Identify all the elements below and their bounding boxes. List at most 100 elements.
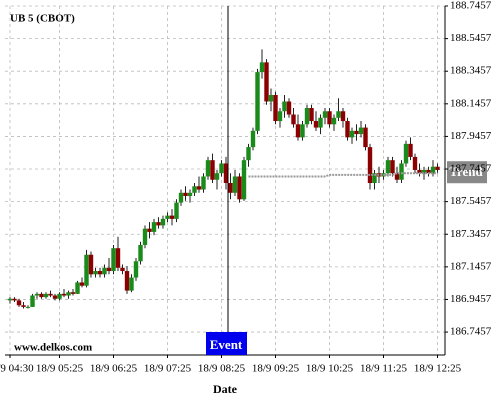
candle-body [79, 282, 85, 286]
chart-title: UB 5 (CBOT) [10, 13, 75, 25]
candle-body [187, 192, 193, 197]
candle-body [412, 156, 418, 170]
candle-body [84, 254, 89, 286]
candle-body [97, 271, 103, 275]
y-tick-label: 187.1457 [450, 260, 492, 272]
candle-body [111, 248, 116, 272]
y-tick-label: 186.7457 [450, 326, 492, 338]
candle-body [174, 202, 179, 219]
candle-body [192, 186, 197, 193]
candle-body [52, 295, 58, 299]
candle-body [354, 130, 359, 135]
candle-body [75, 282, 80, 294]
y-tick-label: 188.7457 [450, 0, 492, 12]
candle-body [43, 293, 49, 298]
watermark: www.delkos.com [14, 342, 92, 354]
candle-body [286, 101, 292, 115]
candle-body [340, 111, 346, 122]
candle-body [120, 267, 125, 272]
candle-body [48, 293, 53, 296]
candle-body [151, 222, 157, 232]
candle-body [214, 173, 220, 180]
candle-body [250, 130, 256, 148]
candle-body [115, 248, 121, 268]
event-label: Event [210, 337, 243, 352]
candle-body [349, 130, 355, 138]
candle-body [61, 293, 67, 296]
candle-body [336, 111, 341, 118]
candle-body [160, 218, 166, 226]
candle-body [372, 173, 377, 184]
trend-line [248, 172, 438, 178]
candle-body [124, 271, 130, 291]
candle-body [264, 62, 269, 102]
candle-body [201, 176, 206, 190]
candle-body [345, 121, 350, 138]
candle-body [363, 127, 368, 148]
candle-body [142, 228, 148, 245]
candle-body [165, 215, 170, 219]
candle-body [390, 160, 395, 174]
y-tick-label: 188.1457 [450, 97, 492, 109]
candle-body [385, 160, 391, 174]
candle-body [196, 186, 202, 190]
candle-body [129, 277, 134, 291]
candle-body [430, 166, 436, 174]
candle-body [102, 267, 107, 275]
candle-body [282, 101, 287, 112]
candle-body [21, 305, 26, 307]
candle-body [300, 124, 305, 138]
candle-body [57, 293, 62, 299]
candle-body [147, 228, 152, 232]
candle-body [183, 192, 188, 197]
candle-body [70, 292, 76, 294]
x-tick-label: 18/9 11:25 [360, 363, 407, 375]
candle-body [106, 267, 112, 272]
candle-body [435, 166, 440, 170]
x-tick-label: 18/9 12:25 [414, 363, 462, 375]
x-tick-label: 18/9 06:25 [90, 363, 138, 375]
candle-body [25, 306, 31, 308]
y-tick-label: 188.5457 [450, 32, 492, 44]
x-tick-label: 18/9 09:25 [252, 363, 300, 375]
y-tick-label: 187.5457 [450, 195, 492, 207]
x-tick-label: 18/9 07:25 [144, 363, 192, 375]
candle-body [331, 117, 337, 125]
candle-body [421, 169, 427, 174]
overlay: Trend [447, 161, 487, 184]
candle-body [205, 160, 211, 177]
candle-body [255, 72, 260, 131]
event-box [206, 332, 247, 355]
marks [7, 49, 440, 309]
candle-body [403, 143, 409, 164]
x-axis-title: Date [213, 382, 238, 396]
candle-body [12, 298, 17, 301]
x-tick-label: 18/9 10:25 [306, 363, 354, 375]
candle-body [309, 108, 314, 122]
candle-body [30, 295, 35, 307]
candle-body [156, 222, 161, 226]
candle-body [93, 271, 98, 275]
candle-body [241, 160, 247, 200]
x-tick-label: 18/9 08:25 [198, 363, 246, 375]
candle-body [277, 111, 283, 122]
y-tick-label: 187.9457 [450, 130, 492, 142]
candle-body [367, 147, 373, 184]
candle-body [327, 111, 332, 125]
y-tick-label: 188.3457 [450, 65, 492, 77]
candle-body [210, 160, 215, 180]
candle-body [7, 298, 13, 301]
candle-body [39, 293, 44, 298]
candle-body [399, 163, 404, 180]
candle-body [318, 117, 323, 128]
candle-body [408, 143, 413, 157]
x-tick-label: 18/9 05:25 [36, 363, 84, 375]
candle-body [66, 292, 71, 296]
candle-body [34, 293, 40, 296]
candle-body [246, 147, 251, 161]
candle-body [88, 254, 94, 275]
candle-body [169, 215, 175, 219]
y-tick-label: 186.9457 [450, 293, 492, 305]
candle-body [138, 244, 143, 262]
